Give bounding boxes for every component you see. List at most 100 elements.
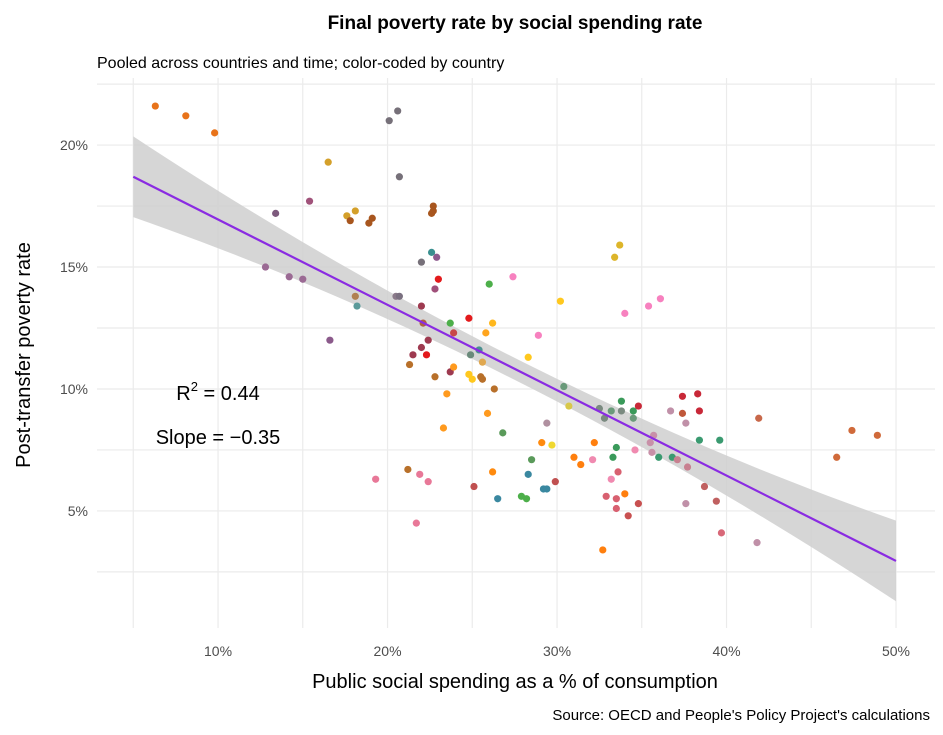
chart-subtitle: Pooled across countries and time; color-… xyxy=(97,55,504,72)
data-point xyxy=(417,258,426,266)
data-point xyxy=(621,490,629,498)
data-point xyxy=(551,478,559,486)
data-point xyxy=(394,107,402,115)
data-point xyxy=(326,336,334,344)
data-point xyxy=(446,319,454,327)
data-point xyxy=(527,456,536,464)
data-point xyxy=(590,439,598,447)
regression-line xyxy=(132,175,897,562)
data-point xyxy=(833,453,841,461)
data-point xyxy=(655,453,663,461)
data-point xyxy=(607,407,615,415)
data-point xyxy=(368,214,376,222)
data-point xyxy=(695,407,703,415)
data-point xyxy=(543,419,551,427)
y-axis-ticks: 5% 10% 15% 20% xyxy=(60,137,88,519)
data-points xyxy=(151,102,881,554)
data-point xyxy=(509,273,517,281)
data-point xyxy=(305,197,314,205)
data-point xyxy=(478,375,487,383)
data-point xyxy=(548,441,556,449)
data-point xyxy=(427,209,436,217)
data-point xyxy=(624,512,632,520)
data-point xyxy=(385,117,393,125)
data-point xyxy=(470,482,478,491)
data-point xyxy=(543,485,551,493)
data-point xyxy=(602,492,610,500)
source-caption: Source: OECD and People's Policy Project… xyxy=(552,707,930,724)
data-point xyxy=(682,419,690,427)
data-point xyxy=(182,112,190,120)
data-point xyxy=(673,456,681,464)
data-point xyxy=(873,431,881,439)
data-point xyxy=(494,495,502,503)
data-point xyxy=(522,495,531,503)
data-point xyxy=(353,302,361,310)
data-point xyxy=(565,402,573,410)
data-point xyxy=(433,253,441,261)
y-tick-label: 5% xyxy=(68,503,88,519)
data-point xyxy=(151,102,159,110)
data-point xyxy=(656,295,665,303)
data-point xyxy=(351,292,359,300)
x-tick-label: 10% xyxy=(204,643,232,659)
data-point xyxy=(609,453,617,461)
data-point xyxy=(611,253,619,261)
data-point xyxy=(695,436,703,444)
data-point xyxy=(717,529,726,537)
data-point xyxy=(524,470,532,478)
data-point xyxy=(261,263,270,271)
data-point xyxy=(616,241,624,249)
chart-title: Final poverty rate by social spending ra… xyxy=(328,13,703,34)
y-tick-label: 20% xyxy=(60,137,88,153)
data-point xyxy=(534,331,542,339)
data-point xyxy=(211,129,219,137)
data-point xyxy=(631,446,639,454)
data-point xyxy=(499,429,507,437)
data-point xyxy=(753,539,761,547)
data-point xyxy=(450,363,458,371)
data-point xyxy=(848,426,856,435)
data-point xyxy=(424,478,432,486)
data-point xyxy=(395,173,403,181)
data-point xyxy=(468,375,476,383)
x-axis-label: Public social spending as a % of consump… xyxy=(312,671,718,693)
data-point xyxy=(485,280,493,288)
data-point xyxy=(324,158,332,166)
data-point xyxy=(683,463,692,471)
data-point xyxy=(299,275,307,283)
data-point xyxy=(431,285,439,293)
data-point xyxy=(577,460,585,469)
data-point xyxy=(285,273,293,281)
data-point xyxy=(478,358,487,366)
y-axis-label: Post-transfer poverty rate xyxy=(13,242,35,468)
x-tick-label: 40% xyxy=(713,643,741,659)
data-point xyxy=(483,409,492,417)
data-point xyxy=(644,302,653,310)
data-point xyxy=(412,519,420,527)
data-point xyxy=(351,207,359,215)
grid xyxy=(97,78,935,628)
data-point xyxy=(617,397,626,405)
data-point xyxy=(612,443,620,452)
data-point xyxy=(346,217,354,225)
data-point xyxy=(524,353,532,361)
data-point xyxy=(678,392,687,400)
data-point xyxy=(694,390,702,398)
data-point xyxy=(427,248,436,256)
data-point xyxy=(538,439,546,447)
x-tick-label: 30% xyxy=(543,643,571,659)
data-point xyxy=(482,329,490,337)
r2-label: R xyxy=(176,383,190,405)
data-point xyxy=(556,297,565,305)
data-point xyxy=(634,500,642,508)
data-point xyxy=(489,468,497,476)
data-point xyxy=(405,360,414,369)
data-point xyxy=(416,470,424,478)
data-point xyxy=(682,500,690,508)
data-point xyxy=(422,351,431,359)
data-point xyxy=(490,385,498,393)
data-point xyxy=(570,453,578,461)
data-point xyxy=(621,309,629,317)
